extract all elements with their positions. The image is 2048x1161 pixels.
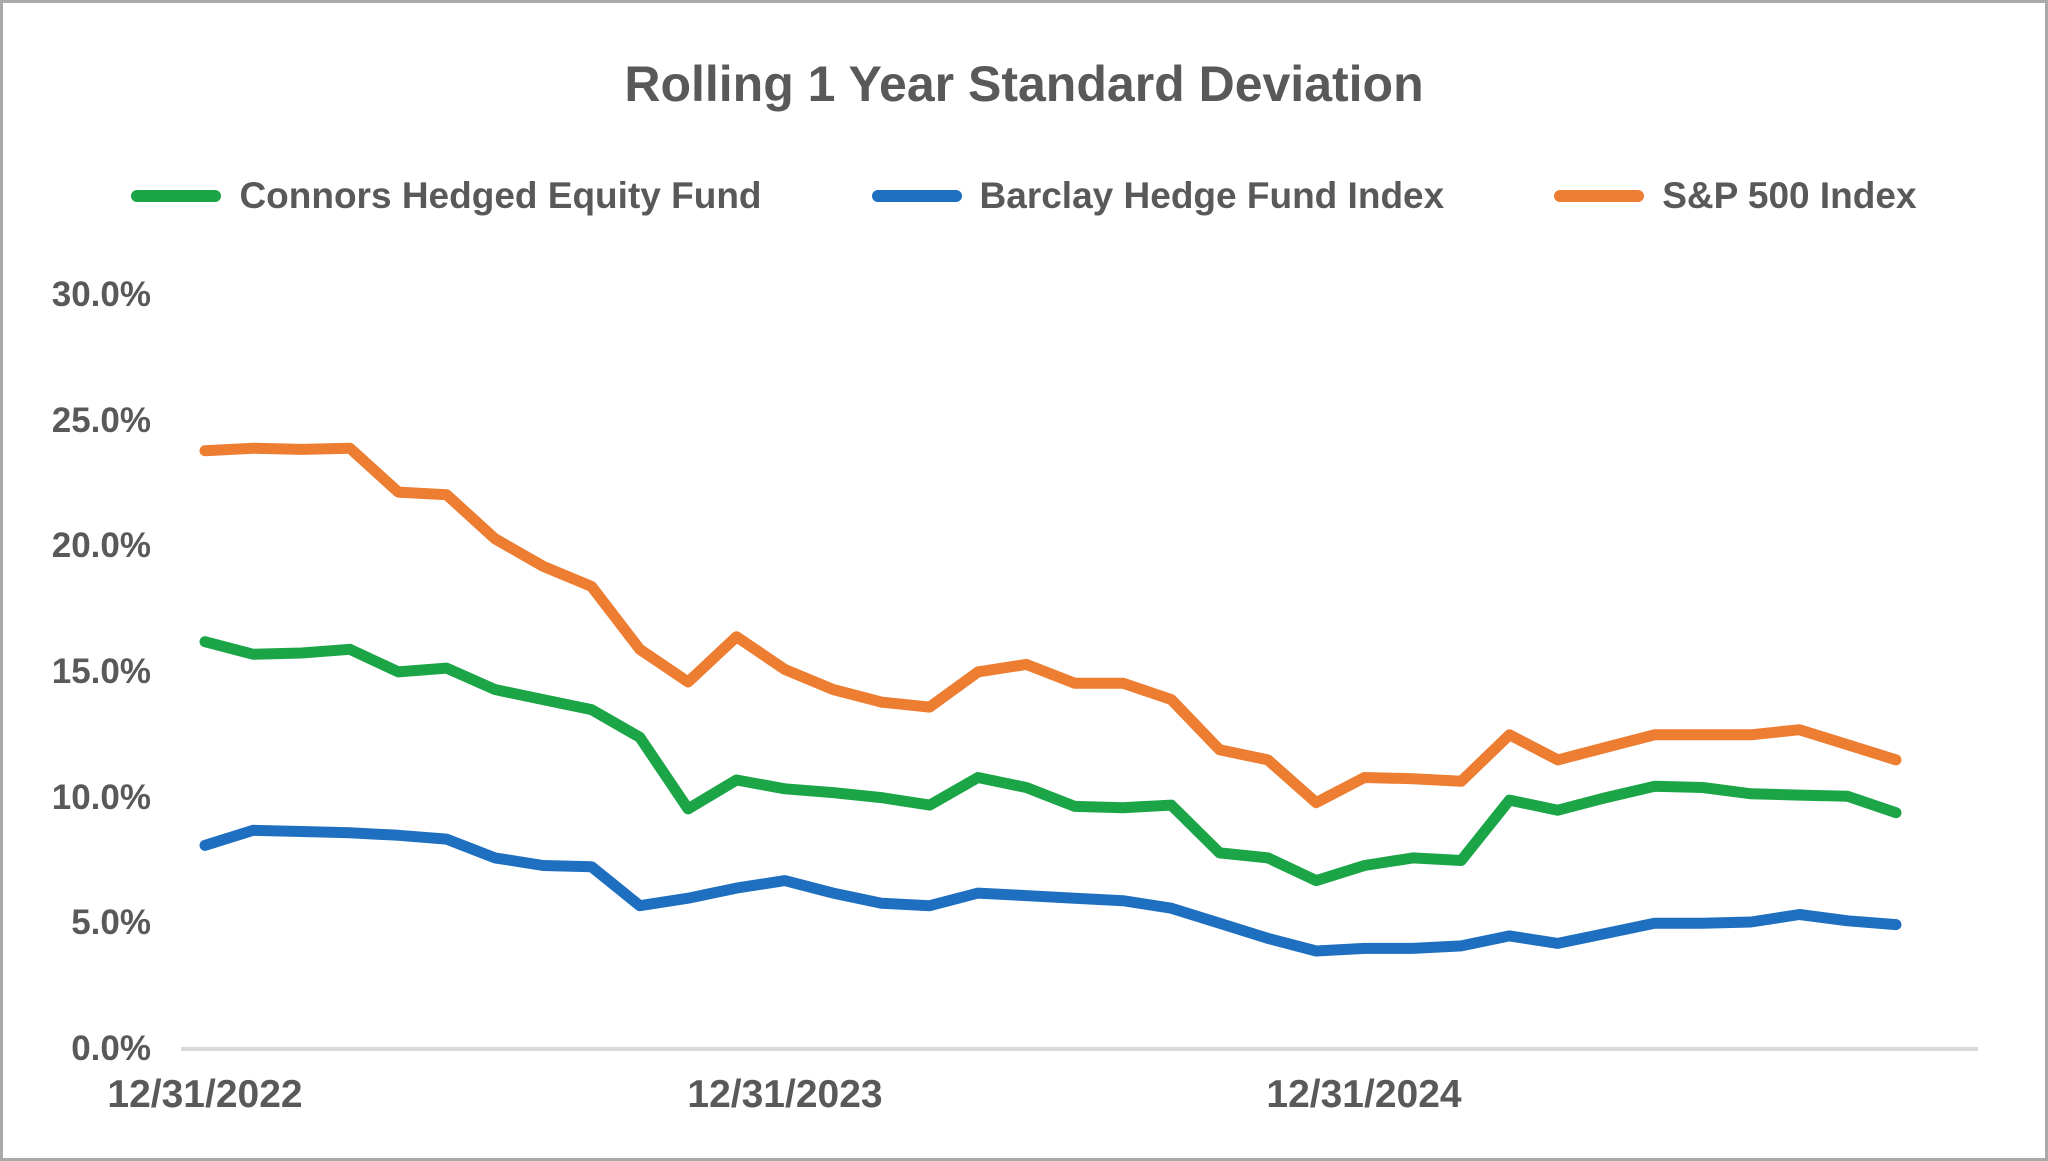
- y-tick-10: 10.0%: [51, 778, 151, 817]
- x-tick-2022: 12/31/2022: [107, 1073, 303, 1116]
- series-line: [199, 442, 1902, 809]
- y-tick-15: 15.0%: [51, 652, 151, 691]
- x-tick-2023: 12/31/2023: [687, 1073, 883, 1116]
- legend-item-connors[interactable]: Connors Hedged Equity Fund: [131, 175, 762, 217]
- y-tick-0: 0.0%: [71, 1029, 151, 1068]
- legend-label-sp500: S&P 500 Index: [1662, 175, 1917, 216]
- x-tick-2024: 12/31/2024: [1266, 1073, 1462, 1116]
- chart-title: Rolling 1 Year Standard Deviation: [624, 56, 1424, 112]
- legend-label-connors: Connors Hedged Equity Fund: [239, 175, 762, 216]
- plot-area: [181, 442, 1978, 1051]
- legend: Connors Hedged Equity Fund Barclay Hedge…: [3, 175, 2045, 217]
- legend-swatch-connors-icon: [131, 190, 222, 202]
- series-line: [199, 824, 1902, 957]
- legend-label-barclay: Barclay Hedge Fund Index: [979, 175, 1445, 216]
- legend-item-barclay[interactable]: Barclay Hedge Fund Index: [871, 175, 1445, 217]
- y-tick-30: 30.0%: [51, 275, 151, 314]
- legend-item-sp500[interactable]: S&P 500 Index: [1554, 175, 1917, 217]
- y-tick-5: 5.0%: [71, 903, 151, 942]
- y-tick-20: 20.0%: [51, 526, 151, 565]
- y-tick-25: 25.0%: [51, 401, 151, 440]
- series-line: [199, 636, 1902, 887]
- legend-swatch-barclay-icon: [871, 190, 962, 202]
- legend-swatch-sp500-icon: [1554, 190, 1645, 202]
